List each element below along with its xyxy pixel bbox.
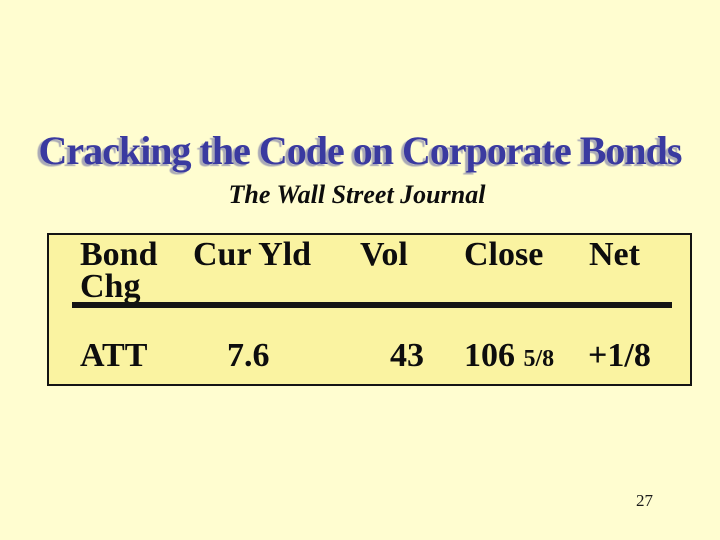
cell-close-fraction: 5/8: [523, 346, 555, 372]
cell-vol: 43: [390, 337, 424, 374]
header-rule: [72, 302, 672, 308]
cell-cur-yld: 7.6: [227, 337, 270, 374]
header-vol: Vol: [360, 236, 408, 273]
header-cur-yld: Cur Yld: [193, 236, 312, 273]
cell-net-chg: +1/8: [588, 337, 651, 374]
cell-bond: ATT: [80, 337, 148, 374]
slide-subtitle: The Wall Street Journal: [228, 180, 486, 209]
header-net: Net: [589, 236, 640, 273]
bond-quote-table: Bond Cur Yld Vol Close Net Chg ATT 7.6 4…: [47, 233, 692, 386]
header-close: Close: [464, 236, 544, 273]
page-number: 27: [636, 491, 653, 510]
header-chg: Chg: [80, 268, 141, 305]
cell-close-whole: 106: [464, 337, 515, 374]
header-bond: Bond: [80, 236, 158, 273]
cell-close: 106 5/8: [464, 339, 554, 373]
slide-title: Cracking the Code on Corporate Bonds: [38, 128, 683, 173]
